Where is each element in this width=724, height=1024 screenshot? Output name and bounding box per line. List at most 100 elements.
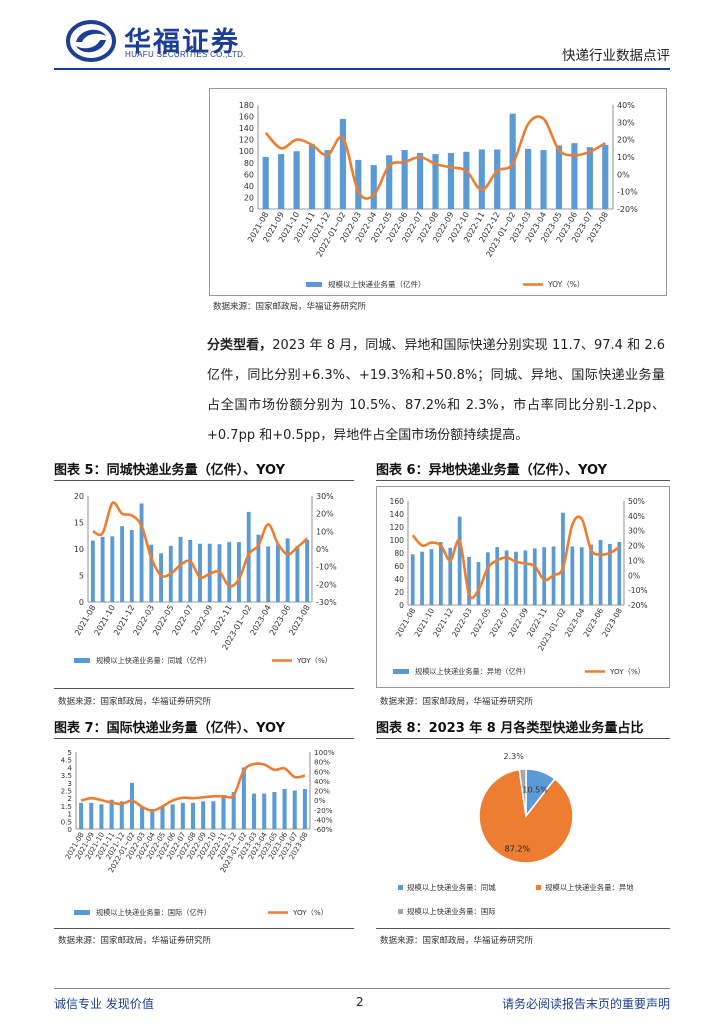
fig5-rule-top — [54, 480, 354, 481]
bar — [355, 159, 362, 209]
bar — [608, 543, 612, 605]
legend-swatch — [536, 885, 541, 890]
y-left-tick-label: 5 — [67, 748, 72, 757]
y-left-tick-label: 60 — [244, 170, 254, 179]
bar — [129, 782, 134, 829]
bar — [295, 545, 300, 602]
yoy-line — [80, 762, 306, 813]
bar — [476, 562, 481, 605]
legend-line-label: YOY（%） — [292, 908, 328, 917]
bar — [109, 799, 114, 829]
fig6-rule-top — [376, 480, 670, 481]
bar — [410, 554, 415, 605]
y-right-tick-label: 100% — [314, 748, 335, 757]
report-type: 快递行业数据点评 — [562, 48, 670, 64]
y-left-tick-label: 2.5 — [61, 787, 72, 796]
bar — [420, 551, 424, 605]
y-right-tick-label: 10% — [628, 556, 645, 565]
y-right-tick-label: -20% — [316, 580, 337, 589]
y-left-tick-label: 180 — [239, 101, 254, 110]
y-right-tick-label: -20% — [628, 601, 648, 610]
pie-slice — [478, 768, 574, 864]
bar — [285, 538, 290, 602]
y-left-tick-label: 100 — [239, 147, 254, 156]
fig6-frame — [376, 486, 670, 688]
y-left-tick-label: 60 — [394, 562, 404, 571]
bar — [201, 801, 206, 829]
y-left-tick-label: 3.5 — [61, 771, 72, 780]
y-right-tick-label: 30% — [617, 118, 635, 127]
y-left-tick-label: 20 — [394, 588, 404, 597]
bar — [89, 802, 94, 829]
y-right-tick-label: 50% — [628, 497, 645, 506]
fig6-title: 图表 6：异地快递业务量（亿件）、YOY — [376, 463, 608, 478]
y-left-tick-label: 160 — [239, 113, 254, 122]
y-right-tick-label: 10% — [617, 153, 635, 162]
company-logo-icon — [66, 20, 116, 62]
bar — [617, 541, 622, 605]
y-left-tick-label: 80 — [394, 549, 404, 558]
bar — [266, 546, 271, 602]
y-left-tick-label: 4 — [67, 763, 72, 772]
y-left-tick-label: 140 — [239, 124, 254, 133]
bar — [579, 547, 584, 605]
bar — [100, 536, 105, 602]
y-left-tick-label: 160 — [390, 497, 405, 506]
y-left-tick-label: 5 — [79, 572, 84, 581]
bar — [447, 152, 455, 209]
bar — [602, 144, 609, 209]
bar — [160, 805, 165, 829]
legend-label: 规模以上快递业务量：国际 — [407, 907, 496, 916]
legend-bar-swatch — [74, 658, 90, 663]
y-left-tick-label: 15 — [74, 519, 84, 528]
bar — [571, 143, 578, 209]
bar — [540, 150, 547, 209]
y-left-tick-label: 140 — [390, 510, 405, 519]
bar — [120, 526, 125, 602]
legend-line-label: YOY（%） — [296, 656, 332, 665]
y-right-tick-label: 0% — [316, 545, 329, 554]
fig7-source: 数据来源：国家邮政局，华福证券研究所 — [58, 936, 212, 946]
footer-divider — [54, 988, 670, 989]
bar — [438, 541, 443, 605]
y-right-tick-label: 40% — [314, 777, 330, 786]
page-number: 2 — [356, 995, 364, 1009]
bar — [401, 150, 408, 209]
bar — [99, 804, 104, 829]
bar — [467, 556, 471, 605]
bar — [463, 151, 470, 209]
bar — [302, 788, 307, 829]
chart-top: 0 20 40 60 80 100 120 140 160 180 -20% -10% 0% 10% 20%… — [239, 101, 638, 289]
bar — [532, 548, 537, 605]
y-right-tick-label: 10% — [316, 527, 334, 536]
y-right-tick-label: -10% — [628, 586, 648, 595]
bar — [231, 792, 236, 829]
bar — [110, 536, 115, 602]
legend-bar-label: 规模以上快递业务量：国际（亿件） — [96, 908, 211, 917]
bar — [525, 148, 532, 209]
y-left-tick-label: 0 — [399, 601, 404, 610]
legend-line-label: YOY（%） — [609, 667, 645, 676]
pie-value-label: 10.5% — [522, 785, 548, 794]
y-right-tick-label: 40% — [617, 101, 635, 110]
bar — [178, 536, 183, 602]
bar — [211, 801, 216, 829]
chart-top-source: 数据来源：国家邮政局，华福证券研究所 — [213, 302, 367, 312]
pie-value-label: 2.3% — [503, 752, 524, 761]
bar — [561, 512, 565, 605]
y-right-tick-label: -30% — [316, 598, 337, 607]
bar — [586, 147, 593, 209]
y-right-tick-label: 0% — [617, 170, 630, 179]
y-right-tick-label: 20% — [617, 136, 635, 145]
fig8-rule-bottom — [376, 928, 670, 929]
bar — [523, 550, 528, 605]
bar — [555, 145, 563, 209]
bar — [129, 529, 134, 602]
bar — [432, 154, 439, 209]
legend-bar-label: 规模以上快递业务量（亿件） — [328, 279, 426, 289]
fig7-title: 图表 7：国际快递业务量（亿件）、YOY — [54, 721, 286, 736]
y-right-tick-label: 20% — [316, 510, 334, 519]
y-left-tick-label: 0 — [249, 205, 254, 214]
footer-disclaimer: 请务必阅读报告末页的重要声明 — [501, 997, 670, 1011]
y-right-tick-label: -20% — [314, 806, 333, 815]
